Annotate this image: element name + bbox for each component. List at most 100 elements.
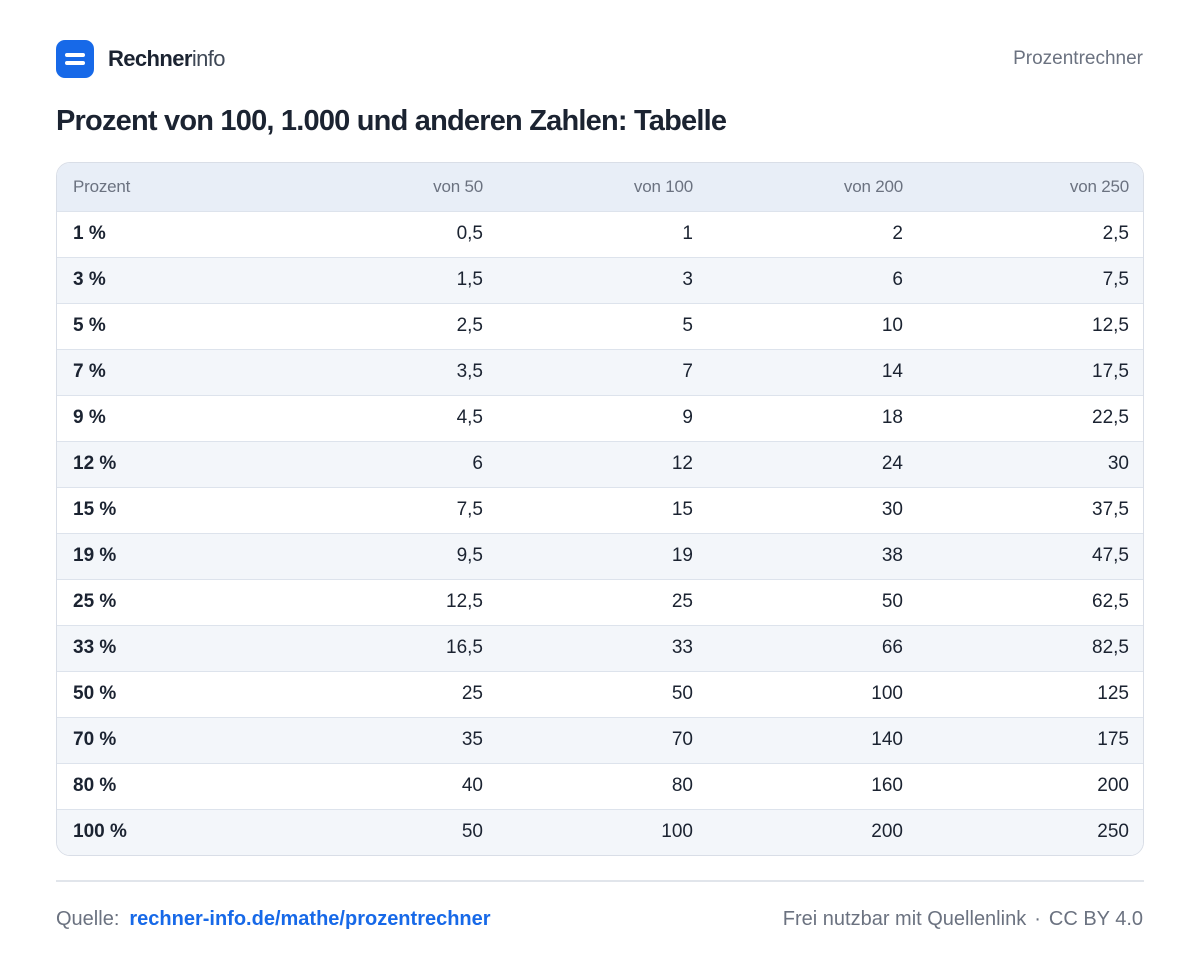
cell-von-200: 10 [881,315,903,336]
cell-von-50: 0,5 [456,223,483,244]
cell-von-100: 100 [661,821,693,843]
source-link[interactable]: rechner-info.de/mathe/prozentrechner [129,907,491,930]
cell-von-250: 22,5 [1092,407,1129,428]
cell-von-100: 15 [671,499,693,520]
cell-von-200: 50 [881,591,903,612]
cell-prozent: 3 % [73,269,106,290]
cell-von-200: 100 [871,683,903,704]
cell-von-250: 12,5 [1092,315,1129,336]
cell-von-50: 16,5 [446,637,483,658]
cell-von-50: 12,5 [446,591,483,612]
cell-von-100: 7 [682,361,693,382]
table-row: 100 % 50 100 200 250 [57,809,1143,855]
table-row: 12 % 6 12 24 30 [57,441,1143,487]
cell-von-250: 2,5 [1102,223,1129,244]
cell-von-200: 140 [871,729,903,750]
cell-von-200: 160 [871,775,903,796]
cell-von-250: 82,5 [1092,637,1129,658]
table-row: 80 % 40 80 160 200 [57,763,1143,809]
table-body: 1 % 0,5 1 2 2,5 3 % 1,5 3 6 7,5 5 % 2,5 5 10 12,5 7 % 3,… [57,211,1143,855]
table-header-row: Prozent von 50 von 100 von 200 von 250 [57,163,1143,211]
cell-von-100: 3 [682,269,693,290]
cell-von-50: 1,5 [456,269,483,290]
cell-prozent: 9 % [73,407,106,428]
cell-von-250: 62,5 [1092,591,1129,612]
cell-von-100: 1 [682,223,693,244]
cell-prozent: 25 % [73,591,117,612]
cell-von-200: 6 [892,269,903,290]
license-badge: CC BY 4.0 [1048,907,1143,930]
table-row: 70 % 35 70 140 175 [57,717,1143,763]
cell-prozent: 15 % [73,499,117,520]
cell-von-50: 25 [461,683,483,704]
table-row: 25 % 12,5 25 50 62,5 [57,579,1143,625]
cell-von-100: 80 [671,775,693,796]
footer-divider [56,880,1144,882]
cell-von-100: 5 [682,315,693,336]
brand[interactable]: Rechnerinfo [56,40,226,78]
cell-von-200: 24 [881,453,903,474]
table-row: 7 % 3,5 7 14 17,5 [57,349,1143,395]
cell-von-200: 200 [871,821,903,843]
cell-von-50: 2,5 [456,315,483,336]
cell-von-250: 7,5 [1102,269,1129,290]
cell-von-50: 7,5 [456,499,483,520]
percentage-table: Prozent von 50 von 100 von 200 von 250 1… [56,162,1144,856]
column-header-von-250: von 250 [1069,176,1129,196]
cell-von-100: 19 [671,545,693,566]
cell-von-200: 18 [881,407,903,428]
cell-prozent: 7 % [73,361,106,382]
cell-von-100: 9 [682,407,693,428]
table-row: 50 % 25 50 100 125 [57,671,1143,717]
cell-von-50: 50 [461,821,483,843]
brand-name-light: info [191,46,226,71]
table-row: 3 % 1,5 3 6 7,5 [57,257,1143,303]
cell-von-200: 14 [881,361,903,382]
cell-von-100: 25 [671,591,693,612]
cell-von-50: 40 [461,775,483,796]
cell-prozent: 33 % [73,637,117,658]
equals-icon [56,40,94,78]
license-info: Frei nutzbar mit Quellenlink · CC BY 4.0 [783,908,1143,931]
brand-name-bold: Rechner [108,46,192,71]
cell-von-250: 125 [1097,683,1129,704]
table-row: 19 % 9,5 19 38 47,5 [57,533,1143,579]
cell-von-200: 2 [892,223,903,244]
cell-von-250: 47,5 [1092,545,1129,566]
cell-von-100: 33 [671,637,693,658]
cell-prozent: 12 % [73,453,117,474]
cell-prozent: 19 % [73,545,117,566]
source-label: Quelle: [56,907,120,930]
header: Rechnerinfo Prozentrechner [56,40,1143,78]
cell-von-200: 38 [881,545,903,566]
table-row: 5 % 2,5 5 10 12,5 [57,303,1143,349]
table-row: 1 % 0,5 1 2 2,5 [57,211,1143,257]
cell-prozent: 1 % [73,223,106,244]
cell-von-250: 37,5 [1092,499,1129,520]
cell-von-50: 3,5 [456,361,483,382]
cell-von-250: 175 [1097,729,1129,750]
header-section-label: Prozentrechner [1013,48,1143,69]
separator-dot: · [1034,907,1041,930]
license-text: Frei nutzbar mit Quellenlink [782,907,1027,930]
table-row: 9 % 4,5 9 18 22,5 [57,395,1143,441]
column-header-von-200: von 200 [843,176,903,196]
cell-von-100: 70 [671,729,693,750]
cell-von-50: 9,5 [456,545,483,566]
column-header-prozent: Prozent [73,176,131,196]
cell-prozent: 50 % [73,683,117,704]
cell-von-250: 17,5 [1092,361,1129,382]
cell-von-100: 12 [671,453,693,474]
column-header-von-50: von 50 [433,176,483,196]
cell-von-250: 200 [1097,775,1129,796]
cell-von-200: 66 [881,637,903,658]
table-row: 15 % 7,5 15 30 37,5 [57,487,1143,533]
cell-prozent: 70 % [73,729,117,750]
cell-von-200: 30 [881,499,903,520]
brand-name: Rechnerinfo [108,46,226,72]
cell-von-250: 30 [1107,453,1129,474]
page-title: Prozent von 100, 1.000 und anderen Zahle… [56,105,727,137]
cell-von-50: 35 [461,729,483,750]
table-row: 33 % 16,5 33 66 82,5 [57,625,1143,671]
source: Quelle: rechner-info.de/mathe/prozentrech… [56,908,491,931]
